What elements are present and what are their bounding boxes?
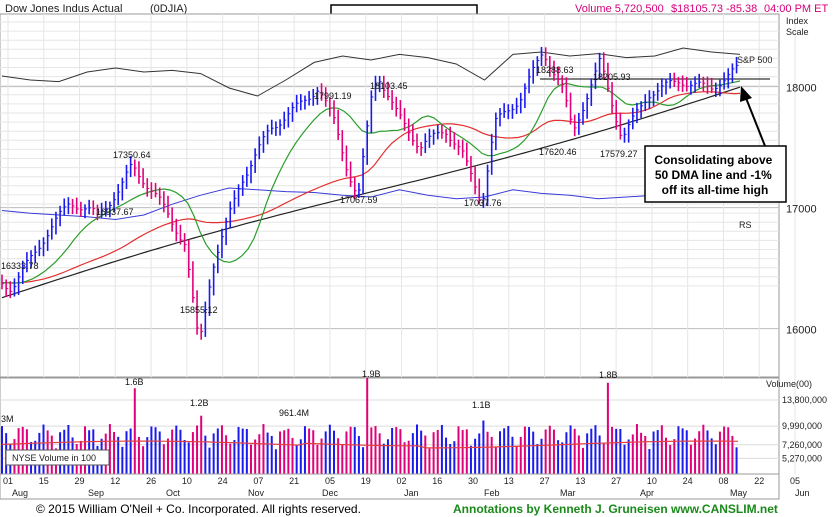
- volume-readout: Volume 5,720,500: [575, 3, 664, 15]
- price-annotation-low-sep: 16937.67: [96, 207, 134, 217]
- price-tick-label: 17000: [786, 204, 817, 216]
- price-tick-label: 16000: [786, 325, 817, 337]
- month-label: Jan: [404, 488, 419, 498]
- annotation-callout-box: [644, 145, 787, 203]
- date-tick-label: 19: [361, 476, 371, 486]
- annotation-callout-text: Consolidating above 50 DMA line and -1% …: [654, 153, 775, 197]
- price-annotation-high-apr: 18205.93: [593, 72, 631, 82]
- price-tick-label: 18000: [786, 83, 817, 95]
- copyright-notice: © 2015 William O'Neil + Co. Incorporated…: [36, 502, 361, 516]
- rs-line: [1, 187, 741, 221]
- rs-label: RS: [739, 220, 752, 230]
- volume-annotation-1-9b: 1.9B: [362, 369, 381, 379]
- volume-tick-label: 9,990,000: [782, 421, 822, 431]
- price-annotation-low-dec: 17067.59: [340, 195, 378, 205]
- nyse-volume-legend-box: [5, 449, 110, 466]
- date-tick-label: 12: [110, 476, 120, 486]
- month-label: May: [730, 488, 748, 498]
- date-tick-label: 24: [683, 476, 693, 486]
- month-label: Mar: [560, 488, 576, 498]
- volume-annotation-1-1b: 1.1B: [472, 400, 491, 410]
- price-annotation-low-mar: 17620.46: [539, 147, 577, 157]
- index-scale-label-1: Index: [786, 16, 809, 26]
- month-label: Dec: [322, 488, 339, 498]
- date-tick-label: 02: [396, 476, 406, 486]
- volume-annotation-3m: 3M: [1, 414, 14, 424]
- volume-axis: 5,270,000 7,260,000 9,990,000 13,800,000: [782, 395, 827, 463]
- price-readout: $18105.73 -85.38: [671, 3, 757, 15]
- index-scale-label-2: Scale: [786, 27, 809, 37]
- time-readout: 04:00 PM ET: [764, 3, 828, 15]
- instrument-symbol: (0DJIA): [150, 3, 187, 15]
- month-label: Sep: [88, 488, 104, 498]
- date-tick-label: 27: [611, 476, 621, 486]
- date-tick-label: 05: [790, 476, 800, 486]
- date-tick-label: 01: [3, 476, 13, 486]
- price-annotation-low-jan: 17037.76: [464, 198, 502, 208]
- volume-annotation-1-6b: 1.6B: [125, 377, 144, 387]
- month-label: Aug: [12, 488, 28, 498]
- date-tick-label: 27: [540, 476, 550, 486]
- price-annotation-high-mar: 18288.63: [536, 65, 574, 75]
- volume-tick-label: 7,260,000: [782, 440, 822, 450]
- price-annotation-low-oct: 15855.12: [180, 305, 218, 315]
- month-label: Feb: [484, 488, 500, 498]
- date-axis-ticks: 01 15 29 12 26 10 24 07 21 05 19 02 16 30 13 27 13 27 10 24…: [3, 476, 810, 498]
- date-tick-label: 10: [182, 476, 192, 486]
- volume-annotation-1-8b: 1.8B: [599, 370, 618, 380]
- date-tick-label: 30: [468, 476, 478, 486]
- month-label: Apr: [640, 488, 654, 498]
- date-tick-label: 07: [253, 476, 263, 486]
- price-axis: 16000 17000 18000: [786, 83, 817, 337]
- date-tick-label: 13: [504, 476, 514, 486]
- date-tick-label: 13: [575, 476, 585, 486]
- price-annotation-high-sep: 17350.64: [113, 150, 151, 160]
- date-tick-label: 24: [218, 476, 228, 486]
- date-tick-label: 29: [75, 476, 85, 486]
- price-annotation-low-apr: 17579.27: [600, 149, 638, 159]
- volume-annotation-1-2b: 1.2B: [190, 398, 209, 408]
- date-axis: [0, 473, 780, 500]
- price-gridlines: [0, 14, 796, 474]
- annotation-arrow-head: [740, 86, 752, 102]
- volume-bars: [1, 378, 738, 474]
- month-label: Jun: [795, 488, 810, 498]
- date-tick-label: 15: [39, 476, 49, 486]
- sp500-label: S&P 500: [737, 55, 772, 65]
- date-tick-label: 08: [718, 476, 728, 486]
- volume-scale-label: Volume(00): [766, 379, 812, 389]
- annotations-credit: Annotations by Kenneth J. Gruneisen www.…: [453, 502, 778, 516]
- price-bars: [1, 46, 739, 340]
- sp500-line: [1, 47, 741, 97]
- price-annotation-high-nov: 17991.19: [314, 91, 352, 101]
- volume-tick-label: 5,270,000: [782, 453, 822, 463]
- annotation-arrow-line: [745, 97, 766, 147]
- date-tick-label: 22: [754, 476, 764, 486]
- price-annotation-high-dec: 18103.45: [370, 81, 408, 91]
- date-tick-label: 26: [146, 476, 156, 486]
- volume-moving-average-line: [1, 440, 739, 449]
- price-annotation-low-aug: 16333.78: [1, 261, 39, 271]
- volume-annotation-961m: 961.4M: [279, 408, 309, 418]
- month-label: Oct: [166, 488, 181, 498]
- nyse-volume-legend: NYSE Volume in 100: [12, 453, 96, 463]
- month-label: Nov: [248, 488, 265, 498]
- date-tick-label: 21: [289, 476, 299, 486]
- volume-tick-label: 13,800,000: [782, 395, 827, 405]
- date-tick-label: 10: [647, 476, 657, 486]
- date-tick-label: 05: [325, 476, 335, 486]
- instrument-name: Dow Jones Indus Actual: [5, 3, 122, 15]
- date-tick-label: 16: [432, 476, 442, 486]
